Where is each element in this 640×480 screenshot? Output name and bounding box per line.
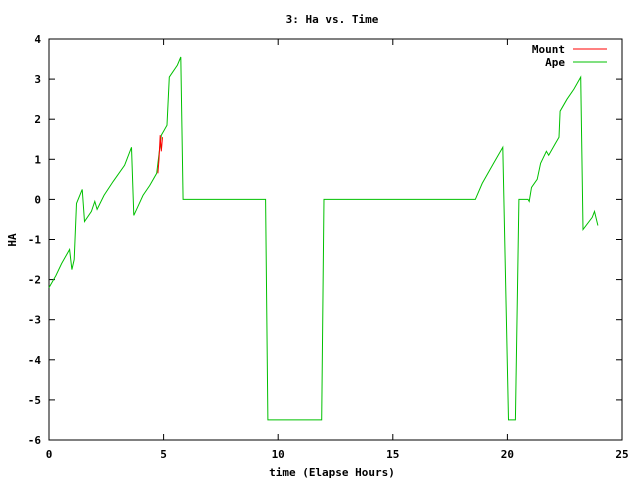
y-tick-label-3: 1 (34, 153, 41, 166)
x-tick-label-5: 25 (615, 448, 628, 461)
x-tick-label-2: 10 (272, 448, 285, 461)
x-tick-label-3: 15 (386, 448, 399, 461)
y-tick-label-2: 2 (34, 113, 41, 126)
legend-label-ape: Ape (545, 56, 565, 69)
series-lines (48, 56, 599, 421)
y-tick-label-1: 3 (34, 73, 41, 86)
y-tick-label-7: -3 (28, 314, 41, 327)
y-tick-label-0: 4 (34, 33, 41, 46)
y-axis-label: HA (6, 233, 19, 247)
chart-title: 3: Ha vs. Time (286, 13, 379, 26)
series-line-ape (48, 56, 599, 421)
y-tick-label-9: -5 (28, 394, 41, 407)
plot-frame (48, 38, 623, 441)
series-line-mount (157, 135, 163, 174)
y-tick-label-5: -1 (28, 234, 42, 247)
y-tick-label-8: -4 (28, 354, 42, 367)
y-tick-label-10: -6 (28, 434, 42, 447)
y-tick-label-6: -2 (28, 274, 41, 287)
x-tick-label-1: 5 (160, 448, 167, 461)
x-tick-label-4: 20 (501, 448, 514, 461)
x-axis-label: time (Elapse Hours) (269, 466, 395, 479)
y-tick-label-4: 0 (34, 193, 41, 206)
x-tick-label-0: 0 (46, 448, 53, 461)
legend-label-mount: Mount (532, 43, 565, 56)
